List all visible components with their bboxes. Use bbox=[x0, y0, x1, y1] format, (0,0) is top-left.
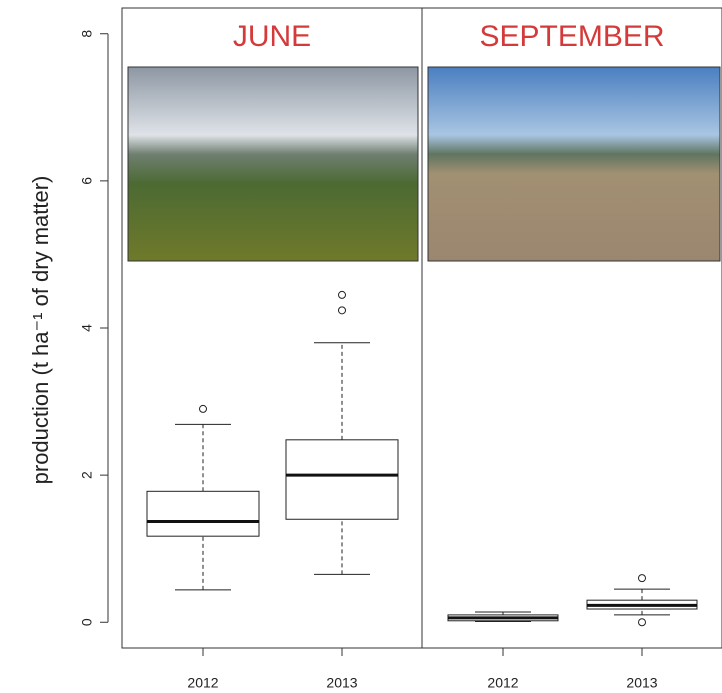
outlier bbox=[338, 306, 346, 315]
y-axis-label: production (t ha⁻¹ of dry matter) bbox=[28, 176, 53, 485]
y-tick-label: 0 bbox=[79, 618, 95, 626]
y-tick-label: 2 bbox=[79, 471, 95, 479]
y-tick-label: 6 bbox=[79, 177, 95, 185]
panel-title: SEPTEMBER bbox=[479, 20, 664, 53]
x-tick-label: 2013 bbox=[326, 675, 357, 691]
y-tick-label: 8 bbox=[79, 30, 95, 38]
x-tick-label: 2012 bbox=[487, 675, 518, 691]
y-tick-label: 4 bbox=[79, 324, 95, 332]
outlier bbox=[638, 574, 646, 583]
photo bbox=[427, 66, 721, 262]
box bbox=[285, 439, 399, 520]
outlier bbox=[199, 404, 207, 413]
box bbox=[146, 490, 260, 537]
outlier bbox=[638, 618, 646, 627]
panel-title: JUNE bbox=[233, 20, 311, 53]
x-tick-label: 2013 bbox=[626, 675, 657, 691]
x-tick-label: 2012 bbox=[187, 675, 218, 691]
photo bbox=[127, 66, 419, 262]
outlier bbox=[338, 290, 346, 299]
